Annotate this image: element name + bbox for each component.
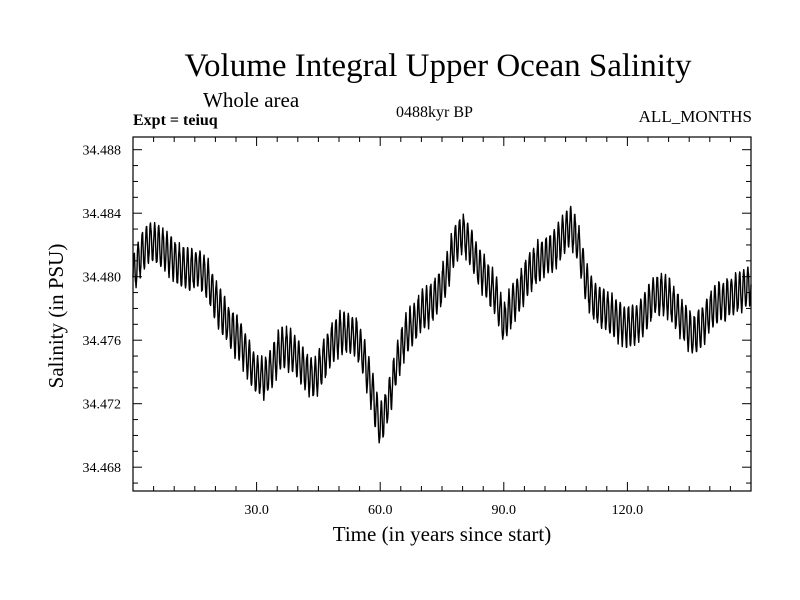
chart-subtitle: Whole area <box>203 88 300 112</box>
y-tick-label: 34.488 <box>83 144 122 159</box>
x-axis-label: Time (in years since start) <box>333 522 552 546</box>
y-tick-label: 34.480 <box>83 271 122 286</box>
x-tick-label: 60.0 <box>368 503 393 518</box>
y-tick-label: 34.484 <box>83 207 122 222</box>
x-tick-label: 120.0 <box>612 503 644 518</box>
y-tick-label: 34.476 <box>83 334 122 349</box>
axis-ticks-group: 30.0 60.0 90.0 120.0 34.468 34.472 34.476 34.48… <box>83 137 751 518</box>
y-tick-label: 34.472 <box>83 398 122 413</box>
chart-title: Volume Integral Upper Ocean Salinity <box>184 48 692 84</box>
x-tick-label: 90.0 <box>492 503 517 518</box>
experiment-label: Expt = teiuq <box>133 112 218 129</box>
series-group <box>132 205 752 444</box>
y-tick-label: 34.468 <box>83 461 122 476</box>
series-line-salinity <box>132 205 752 444</box>
months-label: ALL_MONTHS <box>638 107 752 126</box>
y-axis-label: Salinity (in PSU) <box>44 244 68 389</box>
x-tick-label: 30.0 <box>244 503 269 518</box>
period-label: 0488kyr BP <box>396 104 473 121</box>
